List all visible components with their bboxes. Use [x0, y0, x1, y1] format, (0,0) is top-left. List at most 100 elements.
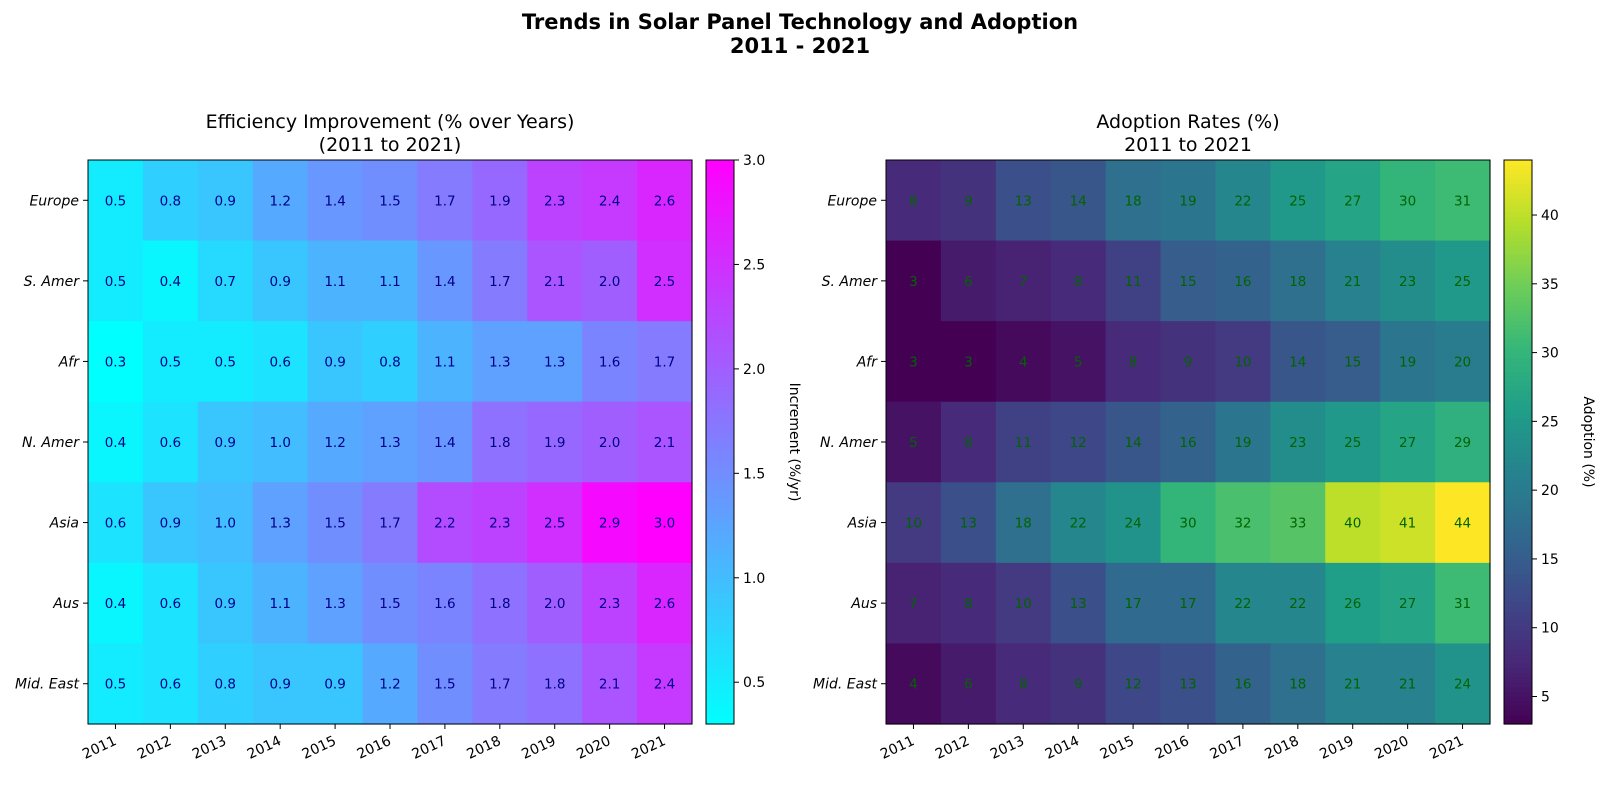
colorbar-segment	[1504, 315, 1532, 321]
colorbar-segment	[706, 230, 734, 236]
colorbar-segment	[706, 357, 734, 363]
heatmap-cell	[417, 401, 473, 483]
heatmap-cell	[197, 482, 254, 564]
x-tick-label: 2021	[629, 733, 668, 763]
cell-value-label: 5	[1074, 354, 1083, 370]
heatmap-cell	[417, 160, 473, 242]
heatmap-cell	[886, 643, 942, 725]
heatmap-cell	[1160, 321, 1217, 403]
heatmap-cell	[472, 401, 528, 483]
colorbar-segment	[1504, 583, 1532, 589]
cell-value-label: 10	[1234, 354, 1251, 370]
heatmap-cell	[582, 160, 638, 242]
cell-value-label: 5	[909, 435, 918, 451]
cell-value-label: 2.0	[599, 274, 620, 290]
heatmap-cell	[582, 562, 638, 645]
cell-value-label: 14	[1124, 435, 1141, 451]
colorbar-segment	[1504, 183, 1532, 189]
colorbar-segment	[1504, 521, 1532, 528]
heatmap-cell	[197, 562, 254, 645]
heatmap-cell	[1325, 482, 1381, 564]
colorbar-segment	[1504, 239, 1532, 246]
colorbar-segment	[1504, 677, 1532, 683]
colorbar-segment	[1504, 714, 1532, 720]
cell-value-label: 0.5	[105, 274, 126, 290]
heatmap-cell	[417, 643, 473, 725]
colorbar-segment	[1504, 601, 1532, 608]
heatmap-cell	[582, 401, 638, 483]
colorbar-segment	[706, 653, 734, 659]
heatmap-cell	[472, 643, 528, 725]
heatmap-cell	[1325, 562, 1381, 645]
heatmap-cell	[88, 321, 144, 403]
cell-value-label: 22	[1234, 596, 1251, 612]
cell-value-label: 22	[1070, 516, 1087, 532]
cell-value-label: 15	[1179, 274, 1196, 290]
cell-value-label: 9	[1184, 354, 1193, 370]
heatmap-cell	[1270, 321, 1326, 403]
cell-value-label: 0.3	[105, 354, 126, 370]
colorbar-segment	[1504, 174, 1532, 180]
panel-title: Efficiency Improvement (% over Years) (20…	[206, 111, 575, 156]
colorbar-segment	[706, 310, 734, 316]
heatmap-cell	[995, 643, 1052, 725]
cell-value-label: 12	[1070, 435, 1087, 451]
cell-value-label: 2.3	[489, 516, 510, 532]
heatmap-cell	[886, 562, 942, 645]
colorbar-segment	[706, 705, 734, 711]
cell-value-label: 19	[1179, 193, 1196, 209]
colorbar-segment	[706, 174, 734, 180]
heatmap-cell	[1435, 401, 1491, 483]
colorbar-segment	[1504, 169, 1532, 175]
heatmap-cell	[1325, 401, 1381, 483]
colorbar-segment	[706, 371, 734, 377]
colorbar-segment	[706, 507, 734, 514]
cell-value-label: 41	[1399, 516, 1416, 532]
cell-value-label: 0.9	[215, 435, 236, 451]
colorbar-segment	[1504, 258, 1532, 264]
colorbar-segment	[1504, 164, 1532, 170]
cell-value-label: 1.7	[489, 677, 510, 693]
colorbar-segment	[1504, 310, 1532, 316]
colorbar-segment	[706, 296, 734, 302]
y-tick-label: Aus	[850, 596, 877, 612]
heatmap-cell	[1215, 562, 1271, 645]
cell-value-label: 1.7	[654, 354, 675, 370]
heatmap-cell	[472, 160, 528, 242]
heatmap-cell	[252, 240, 309, 322]
colorbar-segment	[1504, 672, 1532, 678]
colorbar-segment	[706, 662, 734, 669]
colorbar-segment	[706, 695, 734, 702]
cell-value-label: 18	[1289, 677, 1306, 693]
cell-value-label: 1.9	[489, 193, 510, 209]
heatmap-cell	[527, 562, 583, 645]
heatmap-cell	[252, 482, 309, 564]
heatmap-cell	[417, 482, 473, 564]
cell-value-label: 16	[1234, 677, 1251, 693]
colorbar-segment	[706, 385, 734, 391]
y-tick-label: Afr	[856, 354, 879, 370]
panel-title: Adoption Rates (%) 2011 to 2021	[1096, 111, 1279, 156]
figure-title-line-2: 2011 - 2021	[729, 34, 871, 58]
colorbar-segment	[706, 526, 734, 532]
colorbar-segment	[706, 192, 734, 199]
heatmap-cell	[637, 643, 693, 725]
colorbar-segment	[1504, 338, 1532, 344]
figure-title-line-1: Trends in Solar Panel Technology and Ado…	[521, 10, 1079, 34]
cell-value-label: 2.3	[599, 596, 620, 612]
x-tick-label: 2016	[355, 733, 394, 763]
heatmap-cell	[527, 643, 583, 725]
colorbar-segment	[1504, 254, 1532, 260]
colorbar-segment	[706, 677, 734, 683]
heatmap-cell	[472, 482, 528, 564]
colorbar-segment	[706, 559, 734, 565]
colorbar-segment	[1504, 352, 1532, 358]
colorbar-segment	[706, 160, 734, 166]
cell-value-label: 8	[964, 596, 973, 612]
colorbar-segment	[706, 380, 734, 387]
colorbar-segment	[706, 611, 734, 617]
cell-value-label: 1.4	[434, 274, 455, 290]
colorbar-segment	[1504, 390, 1532, 396]
colorbar-segment	[706, 427, 734, 434]
colorbar-tick-label: 35	[1541, 277, 1559, 293]
